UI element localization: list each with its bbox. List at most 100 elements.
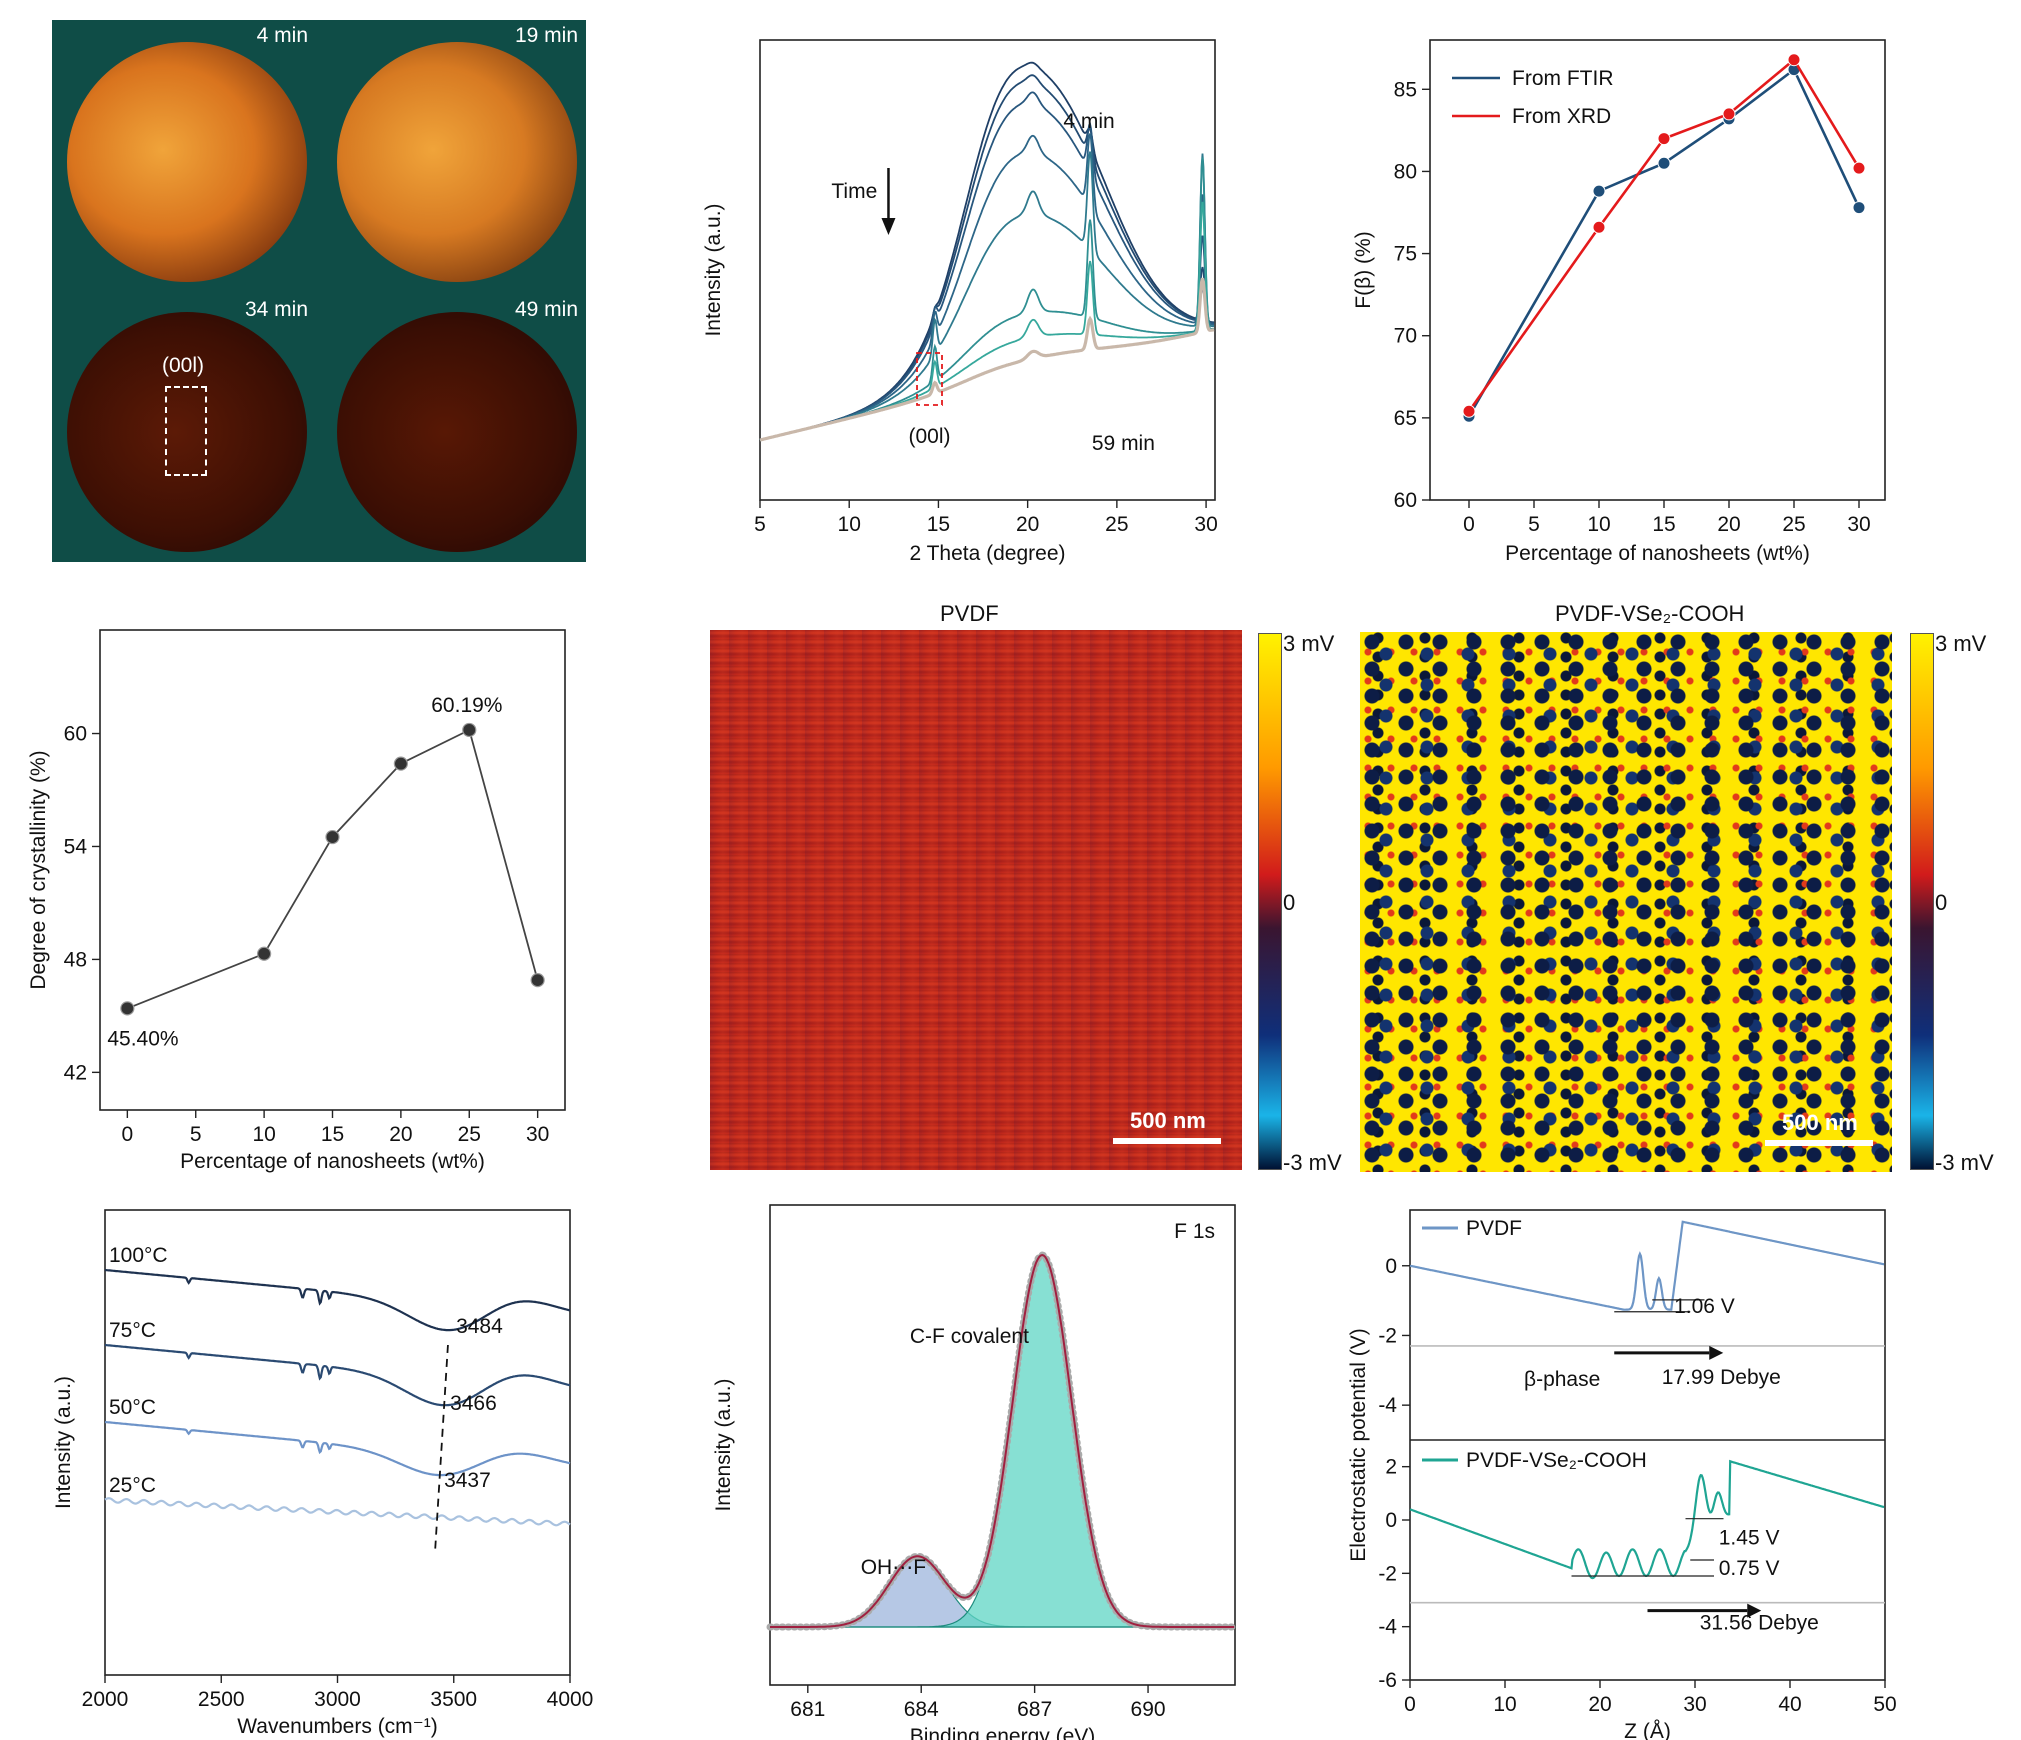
crystallinity-point — [393, 756, 408, 771]
bottom-series-label: 59 min — [1092, 432, 1155, 455]
kpfm-map-vse2: 500 nm — [1360, 632, 1892, 1172]
map-title-pvdf: PVDF — [940, 601, 999, 626]
colorbar-mid-label: 0 — [1283, 890, 1296, 915]
crystallinity-svg: 0 5 10 15 20 25 30 42 48 54 60 Percentage of nanosh… — [27, 629, 566, 1173]
colorbar-vse2 — [1910, 633, 1934, 1170]
x-axis-label: Z (Å) — [1624, 1720, 1671, 1740]
x-tick-label: 25 — [458, 1123, 481, 1146]
x-tick-label: 0 — [122, 1123, 134, 1146]
fbeta-series-line — [1467, 67, 1861, 417]
crystallinity-point — [120, 1001, 135, 1016]
xrd-series-line — [759, 201, 1215, 441]
x-tick-label: 10 — [1587, 513, 1610, 536]
y-tick-label: 60 — [64, 723, 87, 746]
x-tick-label: 681 — [790, 1698, 825, 1721]
plot-frame — [1409, 1209, 1886, 1681]
max-point-label: 60.19% — [431, 694, 502, 717]
frame-label: 49 min — [514, 298, 578, 321]
scale-bar — [1113, 1138, 1221, 1144]
y-tick-label: 0 — [1385, 1509, 1397, 1532]
x-axis-label: Percentage of nanosheets (wt%) — [1505, 542, 1810, 565]
legend-label: PVDF-VSe₂-COOH — [1466, 1449, 1647, 1472]
y-tick-label: -4 — [1378, 1394, 1397, 1417]
colorbar-bottom-label: -3 mV — [1283, 1150, 1342, 1175]
x-tick-label: 5 — [754, 513, 766, 536]
colorbar-mid-label: 0 — [1935, 890, 1948, 915]
xps-envelope — [770, 1253, 1235, 1628]
x-axis-label: Wavenumbers (cm⁻¹) — [237, 1715, 438, 1738]
frame-34min: (00l) 34 min — [52, 294, 316, 562]
x-tick-label: 4000 — [547, 1688, 594, 1711]
x-tick-label: 10 — [1493, 1693, 1516, 1716]
x-tick-label: 40 — [1778, 1693, 1801, 1716]
y-axis-label: Intensity (a.u.) — [702, 203, 725, 336]
y-tick-label: 42 — [64, 1061, 87, 1084]
plot-frame — [104, 1209, 571, 1676]
xps-svg: 681 684 687 690 Binding energy (eV) Intensity… — [712, 1204, 1238, 1740]
crystallinity-line — [127, 728, 539, 1010]
y-tick-label: 48 — [64, 948, 87, 971]
ftir-series-line — [104, 1343, 571, 1407]
dashed-box — [165, 386, 207, 476]
diffraction-disc — [337, 42, 577, 282]
ftir-series-line — [104, 1420, 571, 1477]
y-axis-label: Degree of crystallinity (%) — [27, 750, 50, 989]
x-tick-label: 0 — [1404, 1693, 1416, 1716]
map-texture — [1360, 632, 1892, 1172]
x-tick-label: 25 — [1782, 513, 1805, 536]
x-axis-label: 2 Theta (degree) — [909, 542, 1065, 565]
scale-bar-label: 500 nm — [1130, 1108, 1206, 1133]
fbeta-data-point — [1462, 404, 1476, 418]
diffraction-disc — [337, 312, 577, 552]
y-tick-label: 2 — [1385, 1456, 1397, 1479]
x-tick-label: 687 — [1017, 1698, 1052, 1721]
scale-bar — [1765, 1140, 1873, 1146]
potential-line-pvdf — [1409, 1220, 1885, 1311]
x-tick-label: 5 — [1528, 513, 1540, 536]
x-tick-label: 0 — [1463, 513, 1475, 536]
y-tick-label: 54 — [64, 835, 88, 858]
frame-19min: 19 min — [322, 20, 586, 288]
fbeta-data-point — [1657, 132, 1671, 146]
plot-frame — [1429, 39, 1886, 501]
x-tick-label: 20 — [1588, 1693, 1611, 1716]
map-title-vse2: PVDF-VSe₂-COOH — [1555, 601, 1745, 626]
diffraction-disc — [67, 42, 307, 282]
legend-label: From XRD — [1512, 105, 1611, 128]
box-label: (00l) — [162, 354, 205, 377]
plot-frame — [759, 39, 1216, 501]
crystallinity-point — [462, 722, 477, 738]
xrd-svg: 5 10 15 20 25 30 2 Theta (degree) Intensity (a.… — [702, 39, 1218, 565]
dipole-label: 17.99 Debye — [1662, 1366, 1781, 1389]
fbeta-data-point — [1657, 156, 1671, 170]
x-tick-label: 30 — [1683, 1693, 1706, 1716]
series-temp-label: 50°C — [109, 1396, 156, 1419]
x-tick-label: 2000 — [82, 1688, 129, 1711]
x-tick-label: 30 — [1194, 513, 1217, 536]
scale-bar-label: 500 nm — [1782, 1110, 1858, 1135]
x-tick-label: 10 — [252, 1123, 275, 1146]
gap-label: 1.45 V — [1719, 1526, 1780, 1549]
gap-label: 0.75 V — [1719, 1557, 1780, 1580]
fbeta-svg: 0 5 10 15 20 25 30 60 65 70 75 80 85 Percentage of na… — [1352, 39, 1886, 565]
peak-label: (00l) — [909, 425, 951, 448]
fbeta-data-point — [1592, 184, 1606, 198]
frame-label: 4 min — [256, 24, 308, 47]
x-tick-label: 50 — [1873, 1693, 1896, 1716]
xrd-series-line — [759, 91, 1215, 441]
crystallinity-point — [530, 973, 545, 988]
series-temp-label: 100°C — [109, 1244, 168, 1267]
dipole-arrowhead — [1747, 1603, 1762, 1618]
y-axis-label: F(β) (%) — [1352, 231, 1375, 308]
potential-chart: 0 10 20 30 40 50 Z (Å) Electrostatic potential … — [1340, 1195, 1900, 1740]
xps-title: F 1s — [1174, 1220, 1215, 1243]
ftir-svg: 2000 2500 3000 3500 4000 Wavenumbers (cm⁻¹) In… — [52, 1209, 594, 1738]
fbeta-data-point — [1787, 53, 1801, 67]
frame-label: 34 min — [244, 298, 308, 321]
fbeta-data-point — [1852, 201, 1866, 215]
y-tick-label: 70 — [1394, 325, 1417, 348]
xrd-series-line — [759, 133, 1215, 441]
peak-label-cf: C-F covalent — [910, 1325, 1029, 1348]
dipole-arrowhead — [1709, 1345, 1724, 1360]
phase-label: β-phase — [1524, 1368, 1600, 1391]
